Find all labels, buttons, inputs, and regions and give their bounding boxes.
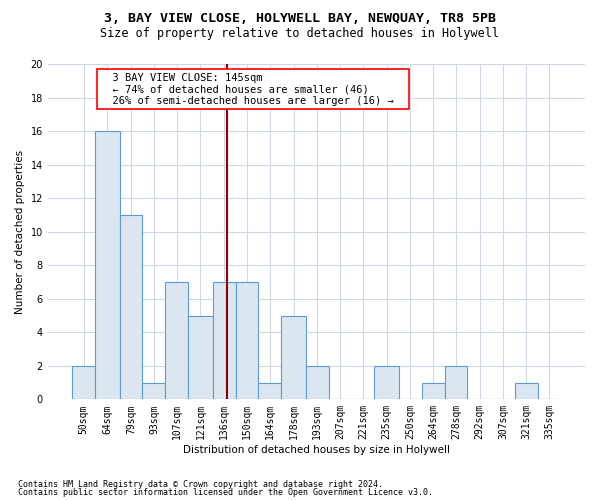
X-axis label: Distribution of detached houses by size in Holywell: Distribution of detached houses by size …: [183, 445, 450, 455]
Bar: [422, 382, 445, 400]
Bar: [166, 282, 188, 400]
Bar: [72, 366, 95, 400]
Bar: [212, 282, 236, 400]
Bar: [142, 382, 166, 400]
Text: Size of property relative to detached houses in Holywell: Size of property relative to detached ho…: [101, 28, 499, 40]
Text: 3 BAY VIEW CLOSE: 145sqm  
  ← 74% of detached houses are smaller (46)  
  26% o: 3 BAY VIEW CLOSE: 145sqm ← 74% of detach…: [100, 72, 406, 106]
Bar: [188, 316, 212, 400]
Text: Contains public sector information licensed under the Open Government Licence v3: Contains public sector information licen…: [18, 488, 433, 497]
Bar: [306, 366, 329, 400]
Bar: [374, 366, 399, 400]
Bar: [259, 382, 281, 400]
Bar: [445, 366, 467, 400]
Bar: [281, 316, 306, 400]
Bar: [119, 215, 142, 400]
Bar: [95, 131, 119, 400]
Y-axis label: Number of detached properties: Number of detached properties: [15, 150, 25, 314]
Text: 3, BAY VIEW CLOSE, HOLYWELL BAY, NEWQUAY, TR8 5PB: 3, BAY VIEW CLOSE, HOLYWELL BAY, NEWQUAY…: [104, 12, 496, 26]
Text: Contains HM Land Registry data © Crown copyright and database right 2024.: Contains HM Land Registry data © Crown c…: [18, 480, 383, 489]
Bar: [515, 382, 538, 400]
Bar: [236, 282, 259, 400]
